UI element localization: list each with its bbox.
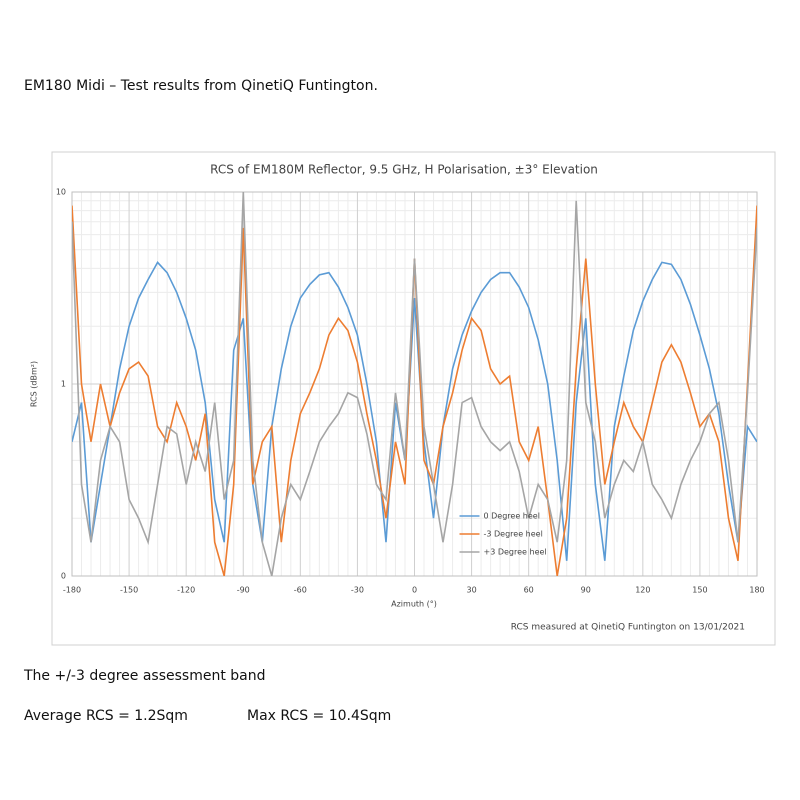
x-tick-label: 90 bbox=[581, 586, 591, 595]
chart-title: RCS of EM180M Reflector, 9.5 GHz, H Pola… bbox=[210, 163, 598, 177]
legend-label: -3 Degree heel bbox=[484, 530, 543, 539]
plot-lines bbox=[72, 192, 757, 576]
series-line bbox=[72, 192, 757, 576]
x-tick-label: -30 bbox=[351, 586, 364, 595]
x-tick-label: 30 bbox=[466, 586, 476, 595]
chart-frame bbox=[51, 151, 776, 646]
x-tick-label: 0 bbox=[412, 586, 417, 595]
heading: EM180 Midi – Test results from QinetiQ F… bbox=[24, 78, 378, 94]
max-rcs: Max RCS = 10.4Sqm bbox=[247, 708, 392, 724]
average-rcs: Average RCS = 1.2Sqm bbox=[24, 708, 188, 724]
x-tick-label: -150 bbox=[120, 586, 138, 595]
annotation: RCS measured at QinetiQ Funtington on 13… bbox=[511, 623, 745, 633]
plot-border bbox=[71, 191, 758, 577]
x-tick-label: 180 bbox=[749, 586, 764, 595]
y-tick-label: 0 bbox=[61, 572, 66, 581]
band-title: The +/-3 degree assessment band bbox=[24, 668, 266, 684]
y-tick-label: 10 bbox=[56, 188, 66, 197]
x-axis-label: Azimuth (°) bbox=[391, 600, 437, 609]
y-axis-label: RCS (dBm²) bbox=[30, 361, 39, 407]
y-tick-label: 1 bbox=[61, 380, 66, 389]
x-tick-label: -180 bbox=[63, 586, 81, 595]
x-tick-label: 60 bbox=[524, 586, 534, 595]
x-tick-label: -90 bbox=[237, 586, 250, 595]
x-tick-label: 150 bbox=[692, 586, 707, 595]
x-tick-label: -60 bbox=[294, 586, 307, 595]
x-tick-label: -120 bbox=[177, 586, 195, 595]
series-line bbox=[72, 261, 757, 561]
legend-label: 0 Degree heel bbox=[484, 512, 540, 521]
legend-label: +3 Degree heel bbox=[484, 548, 547, 557]
x-tick-label: 120 bbox=[635, 586, 650, 595]
